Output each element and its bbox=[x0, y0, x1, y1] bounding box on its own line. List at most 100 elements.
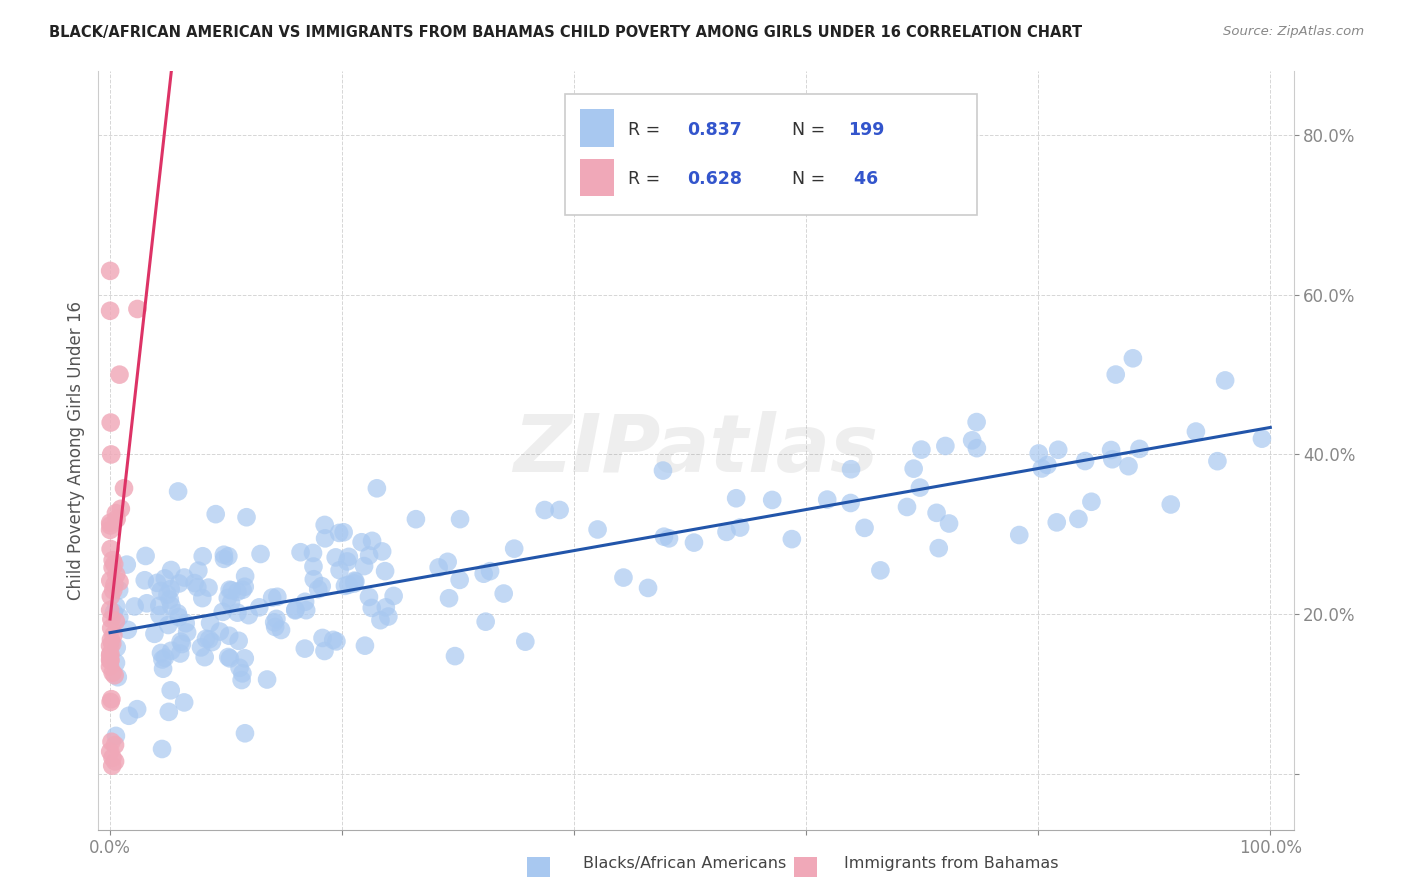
Point bbox=[135, 596, 157, 610]
Point bbox=[934, 439, 956, 453]
Point bbox=[247, 600, 270, 615]
Point bbox=[100, 695, 122, 709]
Point bbox=[100, 416, 122, 430]
Point bbox=[1067, 512, 1090, 526]
Point bbox=[314, 644, 336, 658]
Point bbox=[108, 368, 131, 382]
Point bbox=[208, 624, 231, 639]
Point bbox=[186, 580, 208, 594]
Point bbox=[167, 484, 190, 499]
Point bbox=[652, 464, 675, 478]
FancyBboxPatch shape bbox=[565, 95, 977, 216]
Point bbox=[98, 639, 121, 653]
Point bbox=[1206, 454, 1229, 468]
Text: Blacks/African Americans: Blacks/African Americans bbox=[583, 856, 787, 871]
Point bbox=[167, 576, 190, 591]
Point bbox=[284, 602, 307, 616]
Point bbox=[1074, 454, 1097, 468]
Point bbox=[105, 512, 128, 526]
Point bbox=[232, 582, 254, 597]
Point bbox=[108, 574, 131, 589]
Point bbox=[98, 516, 121, 530]
Point bbox=[160, 599, 183, 613]
Point bbox=[302, 559, 325, 574]
Point bbox=[284, 603, 307, 617]
Point bbox=[586, 523, 609, 537]
Point bbox=[853, 521, 876, 535]
Point bbox=[311, 579, 333, 593]
Text: R =: R = bbox=[628, 120, 665, 139]
Y-axis label: Child Poverty Among Girls Under 16: Child Poverty Among Girls Under 16 bbox=[66, 301, 84, 600]
Point bbox=[159, 683, 181, 698]
Point bbox=[127, 702, 149, 716]
Point bbox=[839, 496, 862, 510]
Point bbox=[294, 595, 316, 609]
Point bbox=[117, 623, 139, 637]
Point bbox=[382, 589, 405, 603]
Point bbox=[328, 525, 350, 540]
Point bbox=[960, 434, 983, 448]
Point bbox=[187, 564, 209, 578]
Point bbox=[474, 615, 496, 629]
Point bbox=[928, 541, 950, 555]
Text: 0.837: 0.837 bbox=[688, 120, 742, 139]
Point bbox=[100, 589, 122, 603]
Point bbox=[1047, 442, 1070, 457]
Text: 46: 46 bbox=[848, 170, 877, 188]
Point bbox=[295, 603, 318, 617]
Point bbox=[337, 549, 360, 564]
Point bbox=[217, 650, 239, 665]
Point bbox=[266, 590, 288, 604]
Point bbox=[228, 661, 250, 675]
Point bbox=[104, 729, 127, 743]
Point bbox=[211, 605, 233, 619]
Point bbox=[262, 591, 284, 605]
Point bbox=[124, 599, 146, 614]
Point bbox=[374, 600, 396, 615]
Point bbox=[1046, 516, 1069, 530]
Point bbox=[374, 564, 396, 578]
Point bbox=[716, 524, 738, 539]
Point bbox=[839, 462, 862, 476]
Point bbox=[966, 415, 988, 429]
Point bbox=[157, 705, 180, 719]
Point bbox=[176, 625, 198, 640]
Text: 0.628: 0.628 bbox=[688, 170, 742, 188]
Point bbox=[908, 481, 931, 495]
Point bbox=[503, 541, 526, 556]
Point bbox=[218, 629, 240, 643]
Point bbox=[166, 607, 188, 621]
Point bbox=[183, 576, 205, 591]
Point bbox=[221, 583, 243, 598]
Point bbox=[167, 610, 190, 624]
Point bbox=[156, 588, 179, 602]
Point bbox=[160, 644, 183, 658]
Point bbox=[146, 575, 169, 590]
Point bbox=[1128, 442, 1150, 456]
Point bbox=[1080, 495, 1102, 509]
Point bbox=[1122, 351, 1144, 366]
Point bbox=[1036, 458, 1059, 472]
Point bbox=[966, 441, 988, 455]
Point bbox=[115, 558, 138, 572]
Point bbox=[100, 735, 122, 749]
Point bbox=[366, 481, 388, 495]
Point bbox=[143, 627, 166, 641]
Point bbox=[226, 584, 249, 599]
Point bbox=[107, 670, 129, 684]
Point bbox=[1031, 461, 1053, 475]
Point bbox=[314, 517, 336, 532]
Point bbox=[344, 574, 367, 589]
Point bbox=[201, 635, 224, 649]
Point bbox=[637, 581, 659, 595]
Point bbox=[191, 591, 214, 606]
Text: BLACK/AFRICAN AMERICAN VS IMMIGRANTS FROM BAHAMAS CHILD POVERTY AMONG GIRLS UNDE: BLACK/AFRICAN AMERICAN VS IMMIGRANTS FRO… bbox=[49, 25, 1083, 40]
Point bbox=[612, 570, 634, 584]
Point bbox=[108, 610, 131, 624]
Point bbox=[311, 631, 333, 645]
Point bbox=[100, 621, 122, 635]
Point bbox=[228, 633, 250, 648]
Point bbox=[533, 503, 555, 517]
Point bbox=[256, 673, 278, 687]
Point bbox=[226, 606, 249, 620]
